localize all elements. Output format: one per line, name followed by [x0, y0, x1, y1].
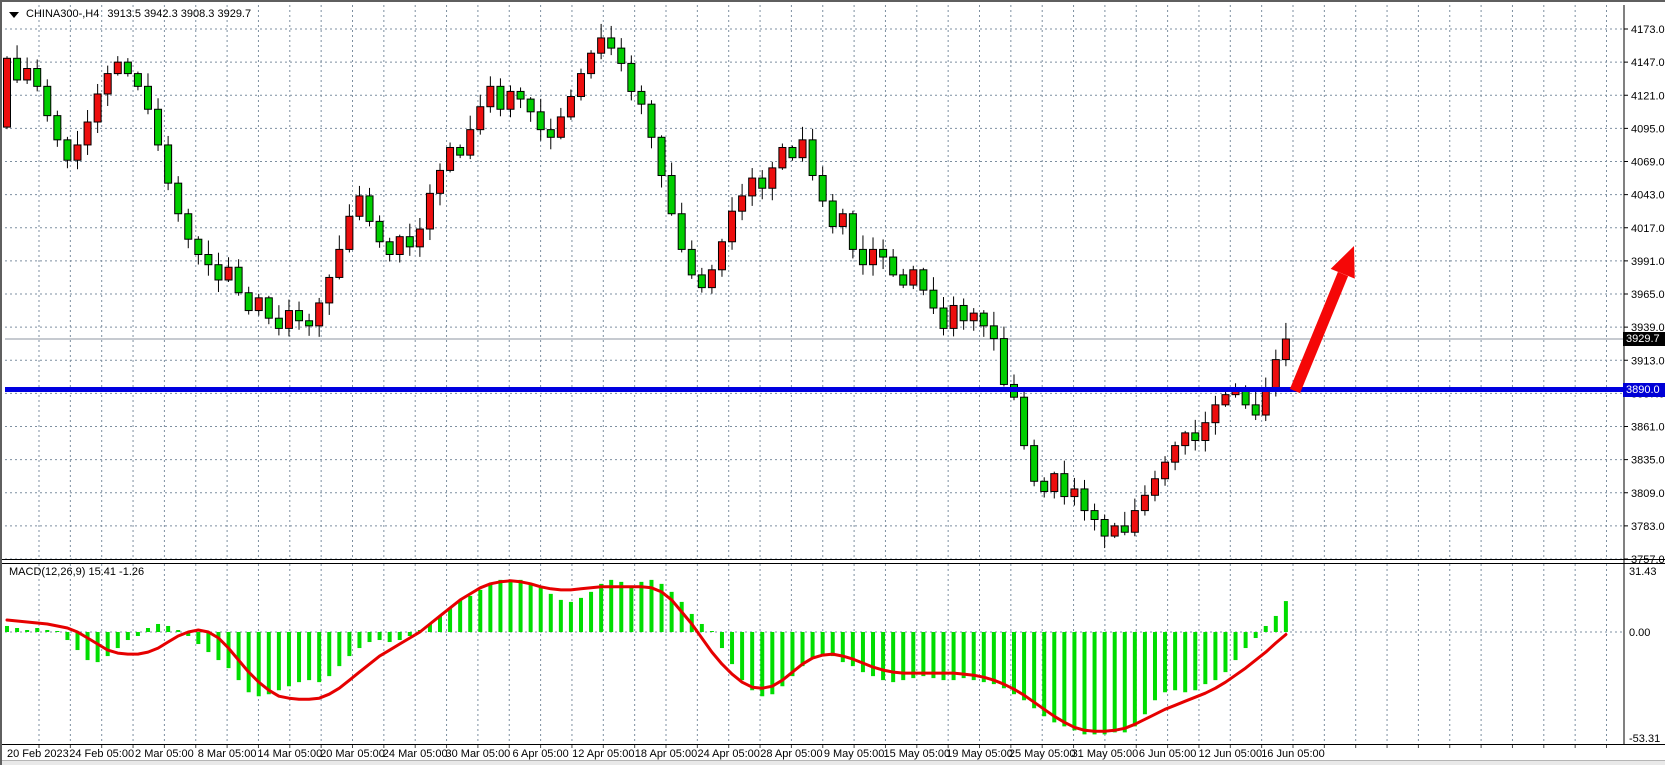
- ohlc-values: 3913.5 3942.3 3908.3 3929.7: [107, 8, 252, 20]
- price-tick-label: 4147.0: [1631, 57, 1665, 69]
- price-tick-label: 3991.0: [1631, 256, 1665, 268]
- time-tick-label: 12 Apr 05:00: [572, 748, 634, 760]
- price-tick-label: 3783.0: [1631, 521, 1665, 533]
- price-tick-label: 3861.0: [1631, 422, 1665, 434]
- time-tick-label: 28 Apr 05:00: [760, 748, 822, 760]
- price-tick-label: 3913.0: [1631, 355, 1665, 367]
- symbol-dropdown-icon[interactable]: [9, 12, 19, 18]
- time-tick-label: 20 Feb 2023: [7, 748, 69, 760]
- macd-axis[interactable]: 31.43 0.00 -53.31: [1629, 566, 1660, 745]
- price-tick-label: 3965.0: [1631, 289, 1665, 301]
- price-tick-label: 4095.0: [1631, 123, 1665, 135]
- time-tick-label: 6 Jun 05:00: [1139, 748, 1197, 760]
- symbol-period-label: CHINA300-,H4: [26, 8, 100, 20]
- grid-layer: [5, 5, 1624, 748]
- macd-tick-label: 0.00: [1629, 627, 1650, 639]
- price-tick-label: 4043.0: [1631, 190, 1665, 202]
- price-tick-label: 3835.0: [1631, 455, 1665, 467]
- time-tick-label: 16 Jun 05:00: [1261, 748, 1325, 760]
- trend-arrow-annotation[interactable]: [1289, 246, 1355, 394]
- hline-price-badge[interactable]: 3890.0: [1623, 383, 1665, 397]
- price-tick-label: 4017.0: [1631, 223, 1665, 235]
- time-tick-label: 9 May 05:00: [824, 748, 885, 760]
- price-tick-label: 3939.0: [1631, 322, 1665, 334]
- time-tick-label: 2 Mar 05:00: [135, 748, 194, 760]
- price-tick-label: 3809.0: [1631, 488, 1665, 500]
- time-tick-label: 15 May 05:00: [883, 748, 950, 760]
- time-tick-label: 30 Mar 05:00: [445, 748, 510, 760]
- macd-indicator-layer[interactable]: [5, 579, 1288, 735]
- macd-tick-label: 31.43: [1629, 566, 1657, 578]
- time-tick-label: 19 May 05:00: [946, 748, 1013, 760]
- time-tick-label: 20 Mar 05:00: [320, 748, 385, 760]
- current-price-badge: 3929.7: [1623, 332, 1665, 346]
- price-tick-label: 3757.0: [1631, 554, 1665, 566]
- candlesticks-layer[interactable]: [3, 23, 1290, 549]
- time-tick-label: 31 May 05:00: [1072, 748, 1139, 760]
- time-tick-label: 18 Apr 05:00: [635, 748, 697, 760]
- time-tick-label: 6 Apr 05:00: [512, 748, 568, 760]
- indicator-label: MACD(12,26,9) 15.41 -1.26: [9, 566, 145, 578]
- time-tick-label: 24 Apr 05:00: [698, 748, 760, 760]
- price-tick-label: 4173.0: [1631, 24, 1665, 36]
- price-tick-label: 4121.0: [1631, 90, 1665, 102]
- time-tick-label: 14 Mar 05:00: [257, 748, 322, 760]
- time-tick-label: 25 May 05:00: [1009, 748, 1076, 760]
- time-tick-label: 12 Jun 05:00: [1198, 748, 1262, 760]
- price-tick-label: 4069.0: [1631, 157, 1665, 169]
- time-axis[interactable]: 20 Feb 2023 24 Feb 05:00 2 Mar 05:00 8 Mar …: [7, 748, 1325, 760]
- macd-tick-label: -53.31: [1629, 733, 1660, 745]
- chart-title-overlay: CHINA300-,H4 3913.5 3942.3 3908.3 3929.7: [7, 6, 251, 22]
- time-tick-label: 8 Mar 05:00: [198, 748, 257, 760]
- time-tick-label: 24 Mar 05:00: [383, 748, 448, 760]
- macd-signal-line: [5, 579, 1288, 733]
- window-bottom-edge: [2, 760, 1665, 765]
- time-tick-label: 24 Feb 05:00: [69, 748, 134, 760]
- price-axis[interactable]: 4173.0 4147.0 4121.0 4095.0 4069.0 4043.0 4017…: [1624, 24, 1665, 566]
